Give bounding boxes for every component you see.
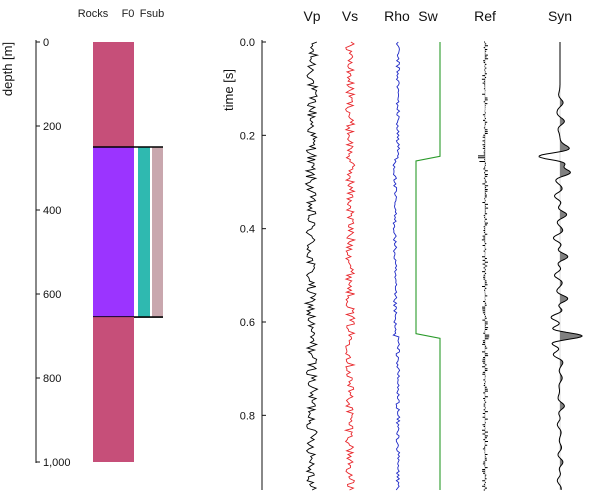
time-tick-label: 0.4	[240, 224, 255, 236]
track-header-ref: Ref	[474, 8, 496, 24]
time-tick-label: 0.0	[240, 37, 255, 49]
f0-fluid-layer	[138, 147, 150, 318]
time-axis-label: time [s]	[221, 69, 236, 111]
syn-positive-fill	[560, 98, 583, 490]
track-header-vp: Vp	[303, 8, 320, 24]
depth-tick-label: 800	[43, 373, 61, 385]
depth-axis-ticks: 0 200 400 600 800 1,000	[36, 37, 71, 469]
series-line-rho	[392, 41, 401, 491]
time-tick-label: 0.2	[240, 130, 255, 142]
depth-tick-label: 1,000	[43, 457, 71, 469]
track-syn: Syn	[538, 8, 583, 491]
rock-layer-3	[93, 317, 134, 462]
column-header-fsub: Fsub	[140, 8, 164, 20]
track-header-syn: Syn	[548, 8, 572, 24]
series-line-vs	[343, 41, 357, 491]
column-header-f0: F0	[122, 8, 135, 20]
column-header-rocks: Rocks	[78, 8, 109, 20]
depth-model-panel: Rocks F0 Fsub depth [m] 0 200 400 600 800 1,0…	[0, 8, 164, 469]
track-sw: Sw	[415, 8, 441, 490]
track-rho: Rho	[384, 8, 410, 491]
track-header-rho: Rho	[384, 8, 410, 24]
track-header-sw: Sw	[418, 8, 438, 24]
time-axis-ticks: 0.0 0.2 0.4 0.6 0.8	[240, 37, 266, 422]
series-spikes-ref	[478, 41, 490, 491]
series-line-vp	[303, 41, 320, 491]
track-vs: Vs	[342, 8, 358, 491]
rock-layer-2	[93, 147, 134, 318]
rock-layer-1	[93, 42, 134, 147]
time-tracks-panel: time [s] 0.0 0.2 0.4 0.6 0.8 Vp Vs Rho Sw Ref Syn	[221, 8, 583, 491]
depth-tick-label: 400	[43, 205, 61, 217]
depth-tick-label: 600	[43, 289, 61, 301]
fsub-fluid-layer	[152, 147, 163, 318]
depth-tick-label: 200	[43, 121, 61, 133]
log-tracks: Vp Vs Rho Sw Ref Syn	[303, 8, 583, 491]
depth-layers	[93, 42, 163, 462]
time-tick-label: 0.6	[240, 317, 255, 329]
time-tick-label: 0.8	[240, 410, 255, 422]
track-header-vs: Vs	[342, 8, 358, 24]
track-vp: Vp	[303, 8, 321, 491]
depth-tick-label: 0	[43, 37, 49, 49]
series-line-sw	[415, 42, 441, 490]
series-line-syn	[538, 42, 583, 491]
depth-axis-label: depth [m]	[0, 42, 15, 96]
track-ref: Ref	[474, 8, 496, 491]
